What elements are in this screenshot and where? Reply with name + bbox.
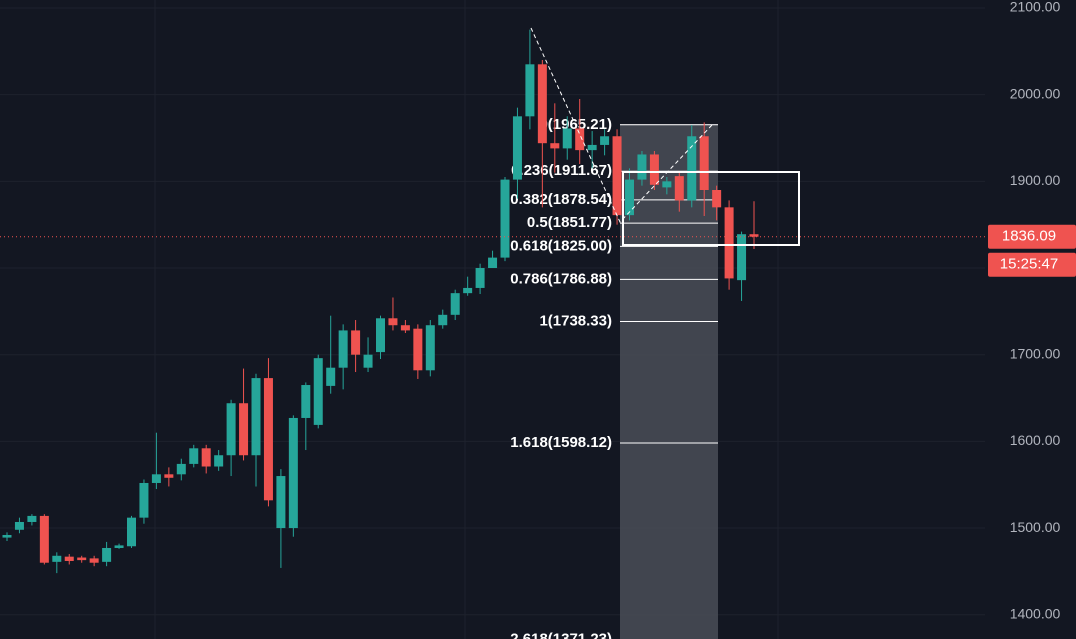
candle-body — [550, 143, 560, 149]
candle-body — [214, 455, 224, 467]
y-tick-label: 1900.00 — [1010, 172, 1061, 188]
candle-body — [600, 136, 610, 145]
candle-body — [737, 234, 747, 281]
fib-zone — [620, 124, 718, 639]
candle-body — [151, 474, 161, 483]
candle-body — [251, 378, 261, 456]
countdown-label: 15:25:47 — [1000, 256, 1058, 273]
candle-body — [127, 517, 136, 547]
candle-body — [388, 318, 398, 326]
candle-body — [2, 534, 12, 538]
fib-label: 0.236(1911.67) — [511, 162, 612, 179]
last-price-label: 1836.09 — [1002, 228, 1056, 245]
candle-body — [326, 367, 336, 386]
candle-body — [313, 358, 323, 425]
candle-body — [164, 474, 174, 478]
candle-body — [226, 403, 236, 456]
candle-body — [89, 558, 99, 563]
candle-body — [525, 64, 535, 117]
candle-body — [239, 403, 249, 456]
candle-body — [500, 179, 510, 258]
y-tick-label: 1700.00 — [1010, 345, 1061, 361]
candle-body — [27, 515, 37, 522]
candle-body — [450, 293, 460, 315]
highlight-box — [622, 171, 800, 246]
fib-label: 0.5(1851.77) — [527, 214, 612, 231]
candle-body — [512, 116, 522, 180]
candle-body — [413, 328, 423, 371]
candle-body — [637, 154, 647, 180]
candle-body — [363, 354, 373, 368]
y-tick-label: 1600.00 — [1010, 432, 1061, 448]
candle-body — [662, 181, 672, 188]
candle-body — [537, 64, 547, 144]
trend-line — [530, 27, 713, 223]
fib-label: 1(1738.33) — [539, 312, 612, 329]
candle-body — [139, 482, 149, 518]
y-tick-label: 2000.00 — [1010, 85, 1061, 101]
y-tick-label: 1500.00 — [1010, 519, 1061, 535]
candle-body — [52, 555, 62, 562]
candle-body — [488, 257, 498, 269]
candle-body — [625, 179, 634, 216]
candle-body — [475, 268, 485, 288]
candle-body — [724, 207, 734, 279]
candle-body — [114, 545, 124, 548]
candle-body — [649, 154, 659, 185]
candle-body — [425, 325, 435, 371]
candle-body — [463, 287, 473, 294]
countdown-box — [988, 252, 1076, 277]
candle-body — [201, 448, 211, 467]
candle-body — [587, 144, 597, 151]
candle-body — [263, 378, 273, 501]
fib-label: 0.786(1786.88) — [510, 270, 612, 287]
fib-label: 0.382(1878.54) — [510, 191, 612, 208]
candle-body — [699, 136, 709, 191]
fib-label: 0.618(1825.00) — [510, 237, 612, 254]
candle-body — [351, 330, 361, 355]
fib-label: 1.618(1598.12) — [510, 434, 612, 451]
candle-body — [749, 234, 759, 237]
candle-body — [102, 547, 112, 562]
y-tick-label: 1400.00 — [1010, 605, 1061, 621]
candle-body — [376, 318, 385, 353]
candle-body — [64, 556, 74, 561]
candle-body — [612, 136, 622, 216]
candle-body — [575, 128, 585, 151]
candle-body — [338, 330, 348, 368]
fib-label: 2.618(1371.23) — [510, 631, 612, 639]
last-price-box — [988, 224, 1076, 249]
candle-body — [189, 448, 199, 464]
y-tick-label: 2100.00 — [1010, 0, 1061, 15]
candle-body — [400, 325, 410, 331]
candle-body — [276, 476, 286, 529]
candle-body — [674, 176, 684, 201]
candle-body — [39, 515, 49, 563]
candle-body — [288, 417, 298, 529]
candle-body — [77, 557, 87, 561]
candle-body — [301, 385, 311, 418]
candle-body — [14, 521, 24, 530]
candle-body — [438, 314, 448, 326]
candle-body — [176, 463, 186, 475]
candle-body — [687, 136, 697, 201]
candle-body — [562, 128, 572, 149]
candle-body — [712, 190, 722, 208]
